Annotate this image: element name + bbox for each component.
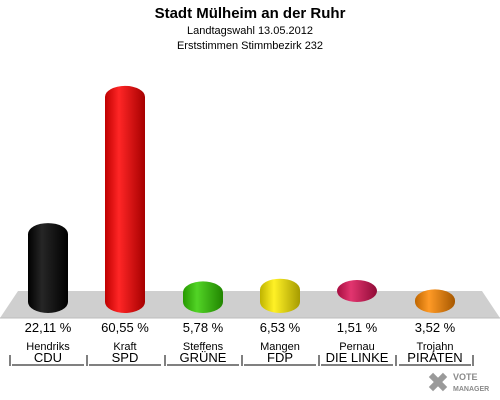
chart-subtitle-district: Erststimmen Stimmbezirk 232 xyxy=(177,40,323,52)
party-label-piraten: PIRATEN xyxy=(407,350,462,365)
candidate-label-die-linke: Pernau xyxy=(339,341,374,353)
chart-subtitle-election: Landtagswahl 13.05.2012 xyxy=(187,25,313,37)
party-label-gr-ne: GRÜNE xyxy=(180,350,227,365)
bar-die-linke xyxy=(337,280,377,302)
logo-line-manager: MANAGER xyxy=(453,386,489,393)
party-label-spd: SPD xyxy=(112,350,139,365)
value-label-spd: 60,55 % xyxy=(101,320,149,335)
bar-gr-ne xyxy=(183,281,223,313)
value-label-cdu: 22,11 % xyxy=(25,320,72,335)
logo-check-icon xyxy=(428,372,448,392)
value-label-piraten: 3,52 % xyxy=(415,320,456,335)
logo-line-vote: VOTE xyxy=(453,372,478,382)
value-label-gr-ne: 5,78 % xyxy=(183,320,224,335)
candidate-label-cdu: Hendriks xyxy=(26,341,70,353)
value-label-fdp: 6,53 % xyxy=(260,320,301,335)
chart-title: Stadt Mülheim an der Ruhr xyxy=(155,5,346,22)
value-label-die-linke: 1,51 % xyxy=(337,320,378,335)
candidate-label-spd: Kraft xyxy=(113,341,136,353)
party-label-die-linke: DIE LINKE xyxy=(326,350,389,365)
candidate-label-gr-ne: Steffens xyxy=(183,341,224,353)
bar-spd xyxy=(105,85,145,313)
party-label-cdu: CDU xyxy=(34,350,62,365)
vote-manager-logo: VOTE MANAGER xyxy=(428,372,489,393)
bar-piraten xyxy=(415,289,455,313)
bars-group xyxy=(28,85,455,313)
bar-cdu xyxy=(28,223,68,313)
bar-fdp xyxy=(260,278,300,313)
candidate-label-fdp: Mangen xyxy=(260,341,300,353)
party-label-fdp: FDP xyxy=(267,350,293,365)
candidate-label-piraten: Trojahn xyxy=(417,341,454,353)
